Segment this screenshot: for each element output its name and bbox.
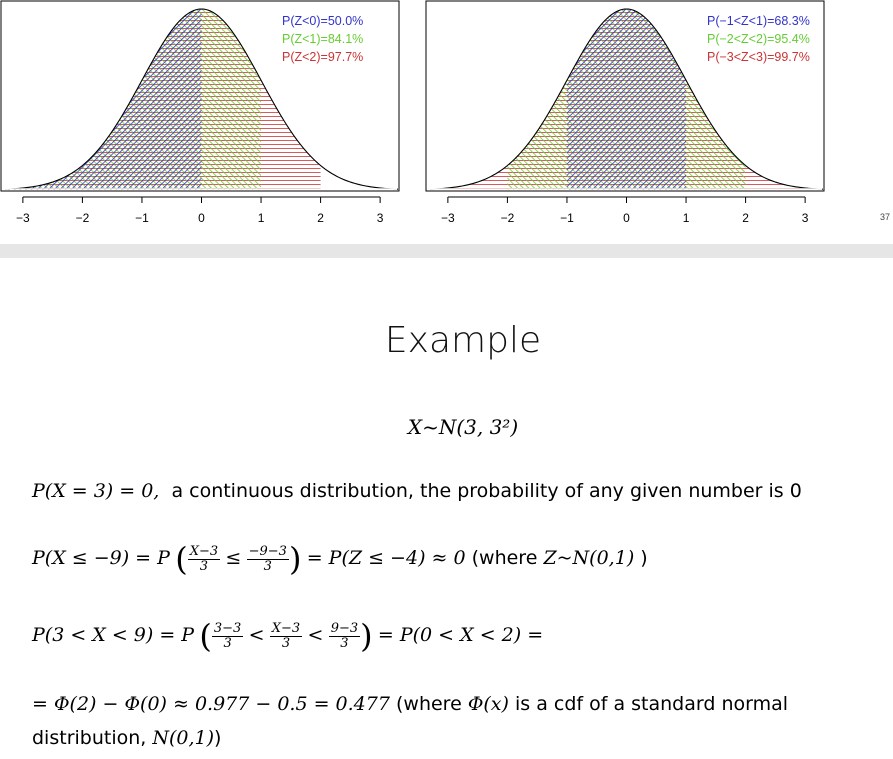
eq4-where: (where (389, 693, 468, 715)
right-normal-chart: −3 −2 −1 0 1 2 3 P(−1<Z<1)=68.3% P(−2<Z<2)=95.4%… (425, 0, 825, 225)
eq1-math: P(X = 3) = 0, (32, 480, 160, 502)
eq2-where: (where (465, 547, 544, 570)
x-tick-label: 3 (377, 211, 384, 225)
left-normal-chart: −3 −2 −1 0 1 2 3 P(Z<0)=50.0% P(Z<1)=84.1% P(Z<2)… (0, 0, 400, 225)
eq3-rhs: = P(0 < X < 2) = (377, 624, 544, 647)
shaded-region (566, 9, 687, 190)
legend-entry: P(−3<Z<3)=99.7% (707, 50, 810, 64)
equation-line-4: = Φ(2) − Φ(0) ≈ 0.977 − 0.5 = 0.477 (whe… (32, 693, 788, 716)
eq3-open-paren: ( (199, 617, 212, 655)
eq2-rhs: = P(Z ≤ −4) ≈ 0 (306, 547, 466, 570)
eq2-open-paren: ( (175, 540, 188, 578)
x-tick-label: −2 (501, 211, 515, 225)
eq5-close: ) (214, 727, 222, 749)
eq2-rel: ≤ (225, 547, 242, 570)
eq3-frac-1: 3−3 3 (211, 620, 244, 651)
density-curve (4, 8, 399, 190)
equation-line-3: P(3 < X < 9) = P (3−3 3 < X−3 3 < 9−3 3) = … (32, 617, 543, 655)
x-tick-label: −3 (16, 211, 30, 225)
equation-line-1: P(X = 3) = 0, a continuous distribution,… (32, 480, 802, 503)
x-tick-label: 2 (742, 211, 749, 225)
eq3-close-paren: ) (360, 617, 373, 655)
x-tick-label: 2 (317, 211, 324, 225)
x-tick-label: 1 (258, 211, 265, 225)
eq3-rel-1: < (248, 624, 265, 647)
eq2-lhs: P(X ≤ −9) = P (32, 547, 170, 570)
x-tick-label: 1 (683, 211, 690, 225)
shaded-region (5, 9, 202, 190)
legend-entry: P(−2<Z<2)=95.4% (707, 32, 810, 46)
eq2-zdist: Z~N(0,1) (543, 547, 635, 570)
legend-entry: P(Z<2)=97.7% (282, 50, 363, 64)
eq1-text: a continuous distribution, the probabili… (159, 480, 802, 502)
page-number: 37 (880, 212, 891, 222)
eq4-phi: Φ(x) (467, 693, 509, 715)
legend-entry: P(Z<1)=84.1% (282, 32, 363, 46)
legend-entry: P(−1<Z<1)=68.3% (707, 14, 810, 28)
plot-frame (425, 0, 825, 192)
x-tick-label: 0 (198, 211, 205, 225)
density-curve (429, 8, 824, 190)
x-tick-label: −1 (560, 211, 574, 225)
eq5-text: distribution, (32, 727, 153, 749)
x-tick-label: −2 (76, 211, 90, 225)
x-tick-label: −1 (135, 211, 149, 225)
eq3-frac-2: X−3 3 (269, 620, 303, 651)
equation-line-2: P(X ≤ −9) = P (X−3 3 ≤ −9−3 3) = P(Z ≤ −4)… (32, 540, 648, 578)
eq5-dist: N(0,1) (152, 727, 215, 749)
eq4-desc: is a cdf of a standard normal (508, 693, 789, 715)
x-tick-label: 3 (802, 211, 809, 225)
previous-slide: −3 −2 −1 0 1 2 3 P(Z<0)=50.0% P(Z<1)=84.1% P(Z<2)… (0, 0, 893, 244)
distribution-statement: X~N(3, 3²) (407, 415, 519, 439)
eq4-math: = Φ(2) − Φ(0) ≈ 0.977 − 0.5 = 0.477 (32, 693, 390, 715)
x-tick-label: −3 (441, 211, 455, 225)
eq2-frac-1: X−3 3 (187, 543, 221, 574)
eq2-frac-2: −9−3 3 (246, 543, 289, 574)
eq2-close: ) (634, 547, 648, 570)
eq3-rel-2: < (307, 624, 324, 647)
equation-line-5: distribution, N(0,1)) (32, 727, 221, 750)
slide-title: Example (384, 320, 542, 361)
eq2-close-paren: ) (288, 540, 302, 578)
plot-frame (0, 0, 400, 192)
slide-separator (0, 244, 893, 258)
eq3-frac-3: 9−3 3 (328, 620, 361, 651)
example-slide (0, 258, 893, 759)
eq3-lhs: P(3 < X < 9) = P (32, 624, 195, 647)
legend-entry: P(Z<0)=50.0% (282, 14, 363, 28)
x-tick-label: 0 (623, 211, 630, 225)
